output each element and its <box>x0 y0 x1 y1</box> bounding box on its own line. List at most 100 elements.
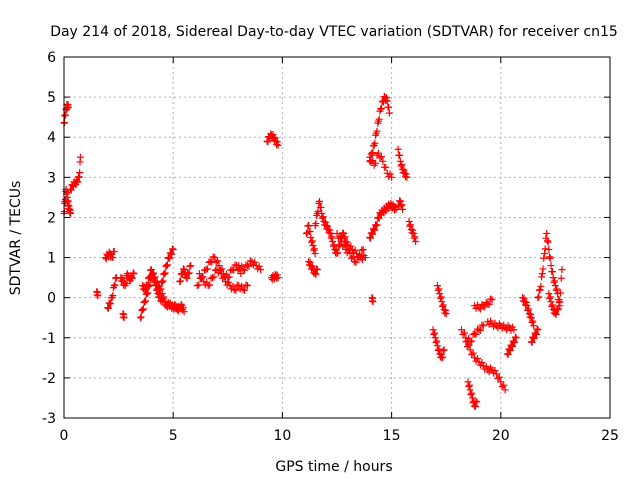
data-point <box>550 278 558 286</box>
data-point <box>476 326 484 334</box>
data-point <box>238 262 246 270</box>
data-point <box>511 338 519 346</box>
data-point <box>180 308 188 316</box>
data-point <box>409 229 417 237</box>
data-point <box>104 304 112 312</box>
data-point <box>230 286 238 294</box>
data-point <box>546 254 554 262</box>
data-point <box>523 302 531 310</box>
data-point <box>169 246 177 254</box>
data-point <box>229 282 237 290</box>
data-point <box>106 250 114 258</box>
x-tick-label: 0 <box>60 428 69 444</box>
data-point <box>168 250 176 258</box>
data-point <box>239 266 247 274</box>
data-point <box>245 262 253 270</box>
data-point <box>210 273 218 281</box>
data-point <box>548 302 556 310</box>
data-point <box>149 269 157 277</box>
data-point <box>520 294 528 302</box>
data-point <box>478 359 486 367</box>
data-point <box>398 201 406 209</box>
data-point <box>439 353 447 361</box>
data-point <box>535 286 543 294</box>
data-point <box>186 262 194 270</box>
data-point <box>396 151 404 159</box>
data-point <box>312 270 320 278</box>
data-point <box>122 280 130 288</box>
data-point <box>522 298 530 306</box>
data-point <box>198 273 206 281</box>
data-point <box>246 257 254 265</box>
data-point <box>359 246 367 254</box>
data-point <box>167 250 175 258</box>
data-point <box>438 298 446 306</box>
data-point <box>160 293 168 301</box>
data-point <box>556 289 564 297</box>
data-point <box>430 330 438 338</box>
data-point <box>431 329 439 337</box>
data-point <box>120 278 128 286</box>
data-point <box>163 261 171 269</box>
data-point <box>144 274 152 282</box>
data-point <box>385 103 393 111</box>
y-tick-label: -2 <box>42 371 56 387</box>
data-point <box>136 314 144 322</box>
data-point <box>233 281 241 289</box>
data-point <box>307 262 315 270</box>
data-point <box>176 277 184 285</box>
data-point <box>242 281 250 289</box>
data-point <box>152 282 160 290</box>
data-point <box>381 93 389 101</box>
data-point <box>431 334 439 342</box>
data-point <box>75 173 83 181</box>
data-point <box>206 281 214 289</box>
data-point <box>438 354 446 362</box>
data-point <box>465 383 473 391</box>
data-point <box>433 337 441 345</box>
data-point <box>547 262 555 270</box>
data-point <box>336 233 344 241</box>
data-point <box>396 197 404 205</box>
data-point <box>479 322 487 330</box>
data-point <box>401 169 409 177</box>
data-point <box>532 330 540 338</box>
data-point <box>147 266 155 274</box>
data-point <box>142 290 150 298</box>
data-point <box>64 103 72 111</box>
data-point <box>471 403 479 411</box>
data-point <box>471 402 479 410</box>
data-point <box>487 295 495 303</box>
data-point <box>524 305 532 313</box>
data-point <box>160 270 168 278</box>
data-point <box>232 286 240 294</box>
data-point <box>204 282 212 290</box>
data-point <box>351 246 359 254</box>
data-point <box>316 197 324 205</box>
data-point <box>548 301 556 309</box>
data-point <box>128 274 136 282</box>
data-point <box>548 268 556 276</box>
data-point <box>527 310 535 318</box>
data-point <box>310 246 318 254</box>
data-point <box>439 301 447 309</box>
data-point <box>536 286 544 294</box>
data-point <box>184 270 192 278</box>
data-point <box>255 262 263 270</box>
x-tick-label: 5 <box>169 428 178 444</box>
data-point <box>324 222 332 230</box>
data-point <box>306 258 314 266</box>
data-point <box>220 273 228 281</box>
data-point <box>238 282 246 290</box>
data-point <box>551 310 559 318</box>
data-point <box>534 294 542 302</box>
data-point <box>538 270 546 278</box>
data-point <box>528 318 536 326</box>
data-point <box>202 266 210 274</box>
data-point <box>318 214 326 222</box>
data-point <box>375 115 383 123</box>
data-point <box>379 157 387 165</box>
data-point <box>546 294 554 302</box>
data-point <box>530 334 538 342</box>
